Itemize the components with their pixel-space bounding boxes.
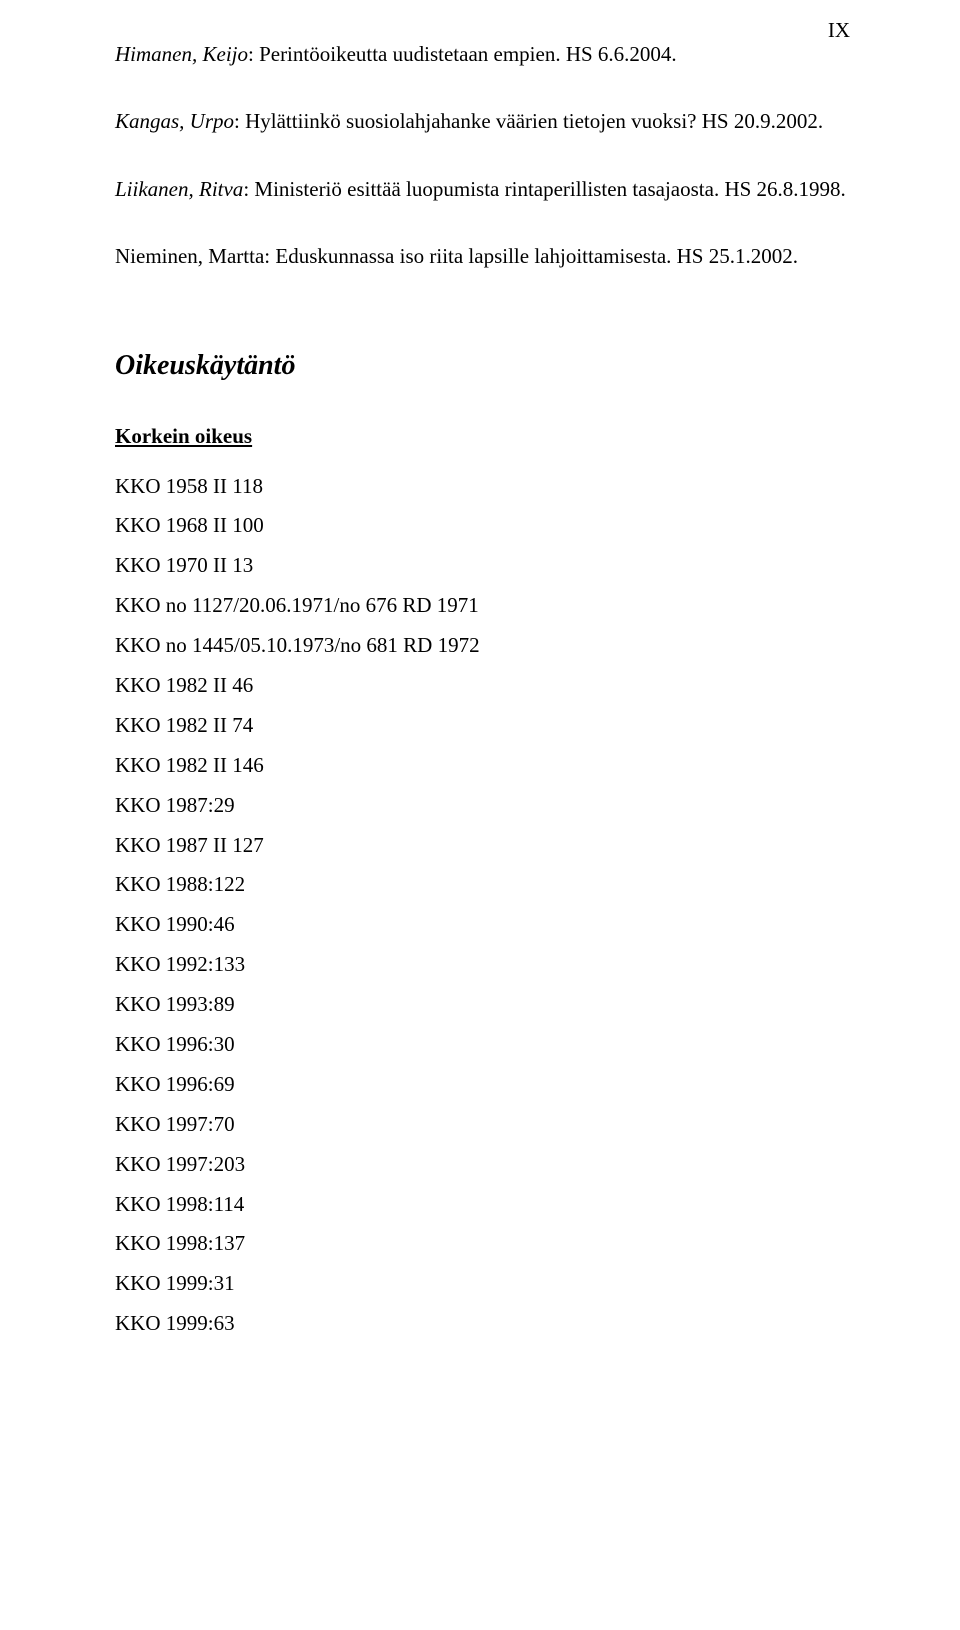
case-item: KKO 1997:203 — [115, 1145, 850, 1185]
case-item: KKO 1996:30 — [115, 1025, 850, 1065]
page-number: IX — [828, 18, 850, 43]
reference-item: Liikanen, Ritva: Ministeriö esittää luop… — [115, 175, 850, 204]
case-item: KKO no 1445/05.10.1973/no 681 RD 1972 — [115, 626, 850, 666]
case-item: KKO 1998:114 — [115, 1185, 850, 1225]
case-item: KKO 1987:29 — [115, 786, 850, 826]
case-item: KKO 1958 II 118 — [115, 467, 850, 507]
case-list: KKO 1958 II 118KKO 1968 II 100KKO 1970 I… — [115, 467, 850, 1345]
reference-author: Himanen, Keijo — [115, 42, 248, 66]
case-item: KKO no 1127/20.06.1971/no 676 RD 1971 — [115, 586, 850, 626]
reference-author: Liikanen, Ritva — [115, 177, 243, 201]
references-block: Himanen, Keijo: Perintöoikeutta uudistet… — [115, 40, 850, 272]
reference-text: Nieminen, Martta: Eduskunnassa iso riita… — [115, 244, 798, 268]
case-item: KKO 1996:69 — [115, 1065, 850, 1105]
section-heading: Oikeuskäytäntö — [115, 350, 850, 382]
reference-author: Kangas, Urpo — [115, 109, 234, 133]
case-item: KKO 1982 II 146 — [115, 746, 850, 786]
page-container: IX Himanen, Keijo: Perintöoikeutta uudis… — [0, 0, 960, 1630]
sub-heading: Korkein oikeus — [115, 424, 850, 449]
case-item: KKO 1993:89 — [115, 985, 850, 1025]
reference-text: : Perintöoikeutta uudistetaan empien. HS… — [248, 42, 677, 66]
reference-text: : Hylättiinkö suosiolahjahanke väärien t… — [234, 109, 823, 133]
case-item: KKO 1997:70 — [115, 1105, 850, 1145]
reference-item: Nieminen, Martta: Eduskunnassa iso riita… — [115, 242, 850, 271]
case-item: KKO 1992:133 — [115, 945, 850, 985]
reference-item: Himanen, Keijo: Perintöoikeutta uudistet… — [115, 40, 850, 69]
case-item: KKO 1988:122 — [115, 865, 850, 905]
case-item: KKO 1970 II 13 — [115, 546, 850, 586]
case-item: KKO 1982 II 46 — [115, 666, 850, 706]
case-item: KKO 1999:63 — [115, 1304, 850, 1344]
case-item: KKO 1990:46 — [115, 905, 850, 945]
case-item: KKO 1982 II 74 — [115, 706, 850, 746]
case-item: KKO 1987 II 127 — [115, 826, 850, 866]
case-item: KKO 1968 II 100 — [115, 506, 850, 546]
reference-item: Kangas, Urpo: Hylättiinkö suosiolahjahan… — [115, 107, 850, 136]
case-item: KKO 1998:137 — [115, 1224, 850, 1264]
reference-text: : Ministeriö esittää luopumista rintaper… — [243, 177, 846, 201]
case-item: KKO 1999:31 — [115, 1264, 850, 1304]
